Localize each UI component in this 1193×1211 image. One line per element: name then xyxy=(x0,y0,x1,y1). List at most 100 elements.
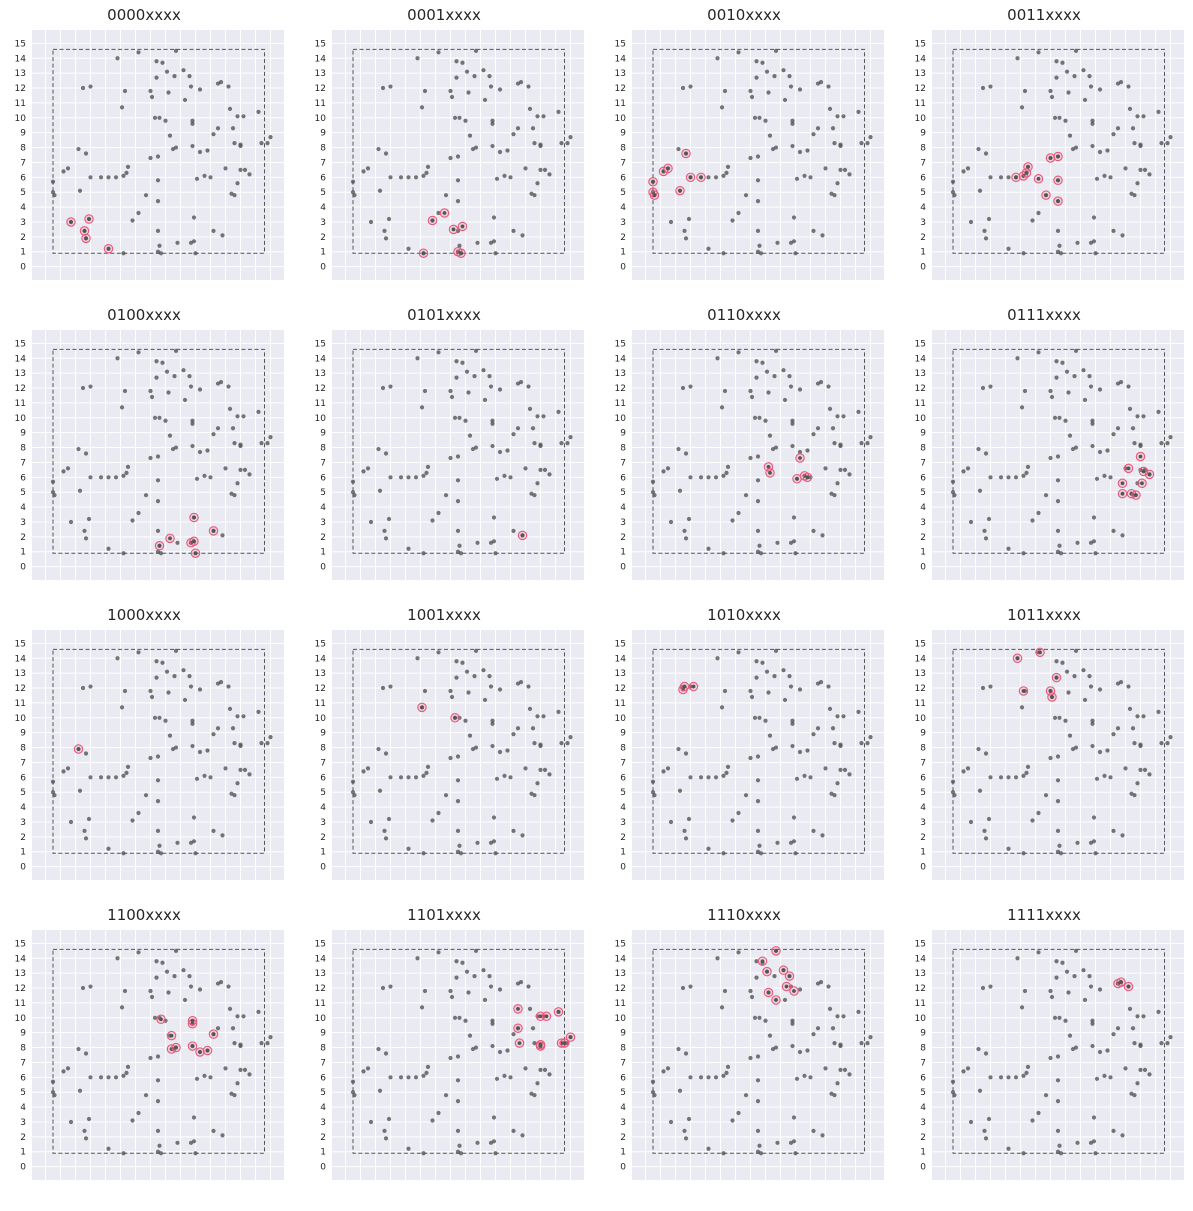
data-point xyxy=(122,88,128,94)
data-point xyxy=(1108,775,1113,780)
data-point xyxy=(983,151,989,156)
data-point xyxy=(52,193,57,198)
data-point xyxy=(1013,775,1019,780)
data-point xyxy=(382,828,387,833)
y-tick-label: 6 xyxy=(620,473,626,483)
data-point xyxy=(1132,193,1137,198)
data-point xyxy=(472,374,477,379)
data-point xyxy=(1102,773,1107,778)
data-point xyxy=(77,788,83,793)
y-tick-label: 6 xyxy=(620,773,626,783)
data-point xyxy=(1019,705,1025,710)
data-point xyxy=(218,79,224,85)
data-point xyxy=(76,446,81,452)
data-point xyxy=(113,1075,119,1080)
data-point xyxy=(1123,1066,1128,1071)
data-point xyxy=(388,175,393,180)
data-point xyxy=(155,454,161,459)
y-tick-label: 7 xyxy=(920,758,926,768)
data-point xyxy=(1090,1021,1095,1026)
data-point xyxy=(425,764,431,770)
data-point xyxy=(481,668,486,673)
data-point xyxy=(163,118,168,123)
data-point xyxy=(419,405,425,410)
data-point xyxy=(383,1136,389,1141)
data-point xyxy=(677,488,683,493)
data-point xyxy=(493,251,498,256)
data-point xyxy=(383,236,389,241)
highlighted-point xyxy=(774,998,778,1002)
data-point xyxy=(1105,748,1110,753)
data-point xyxy=(425,1064,431,1070)
data-point xyxy=(1126,84,1131,89)
data-point xyxy=(181,368,186,373)
data-point xyxy=(232,440,237,446)
data-point xyxy=(241,114,246,119)
data-point xyxy=(688,384,693,389)
y-tick-label: 7 xyxy=(920,158,926,168)
data-point xyxy=(454,59,459,64)
data-point xyxy=(449,694,455,700)
data-point xyxy=(197,149,203,155)
data-point xyxy=(502,1073,507,1078)
data-point xyxy=(808,175,813,180)
data-point xyxy=(1022,388,1028,394)
data-point xyxy=(380,985,386,991)
y-tick-label: 10 xyxy=(915,1014,927,1024)
data-point xyxy=(155,1054,161,1059)
data-point xyxy=(98,775,104,780)
data-point xyxy=(368,519,374,525)
data-point xyxy=(197,87,203,92)
data-point xyxy=(1088,240,1094,245)
data-point xyxy=(86,1116,92,1122)
data-point xyxy=(238,1067,243,1072)
data-point xyxy=(754,659,759,664)
data-point xyxy=(490,1043,495,1049)
data-point xyxy=(1130,726,1136,731)
data-point xyxy=(473,145,479,150)
y-tick-label: 10 xyxy=(15,114,27,124)
data-point xyxy=(527,1006,533,1011)
highlighted-point xyxy=(517,1041,522,1045)
y-tick-label: 15 xyxy=(15,939,26,949)
y-tick-label: 3 xyxy=(320,218,326,228)
y-tick-label: 2 xyxy=(320,1133,326,1143)
data-point xyxy=(424,170,429,175)
data-point xyxy=(1036,50,1041,55)
data-point xyxy=(968,519,974,525)
data-point xyxy=(724,170,729,175)
data-point xyxy=(983,236,989,241)
data-point xyxy=(1127,1006,1133,1011)
data-point xyxy=(757,415,762,420)
y-tick-label: 14 xyxy=(915,654,927,664)
y-tick-label: 10 xyxy=(315,414,327,424)
data-point xyxy=(238,442,243,447)
data-point xyxy=(454,359,459,364)
data-point xyxy=(752,715,758,720)
y-tick-label: 1 xyxy=(320,1148,326,1158)
data-point xyxy=(455,454,461,459)
data-point xyxy=(460,360,465,365)
data-point xyxy=(748,388,753,394)
data-point xyxy=(1156,109,1161,114)
data-point xyxy=(508,175,513,180)
data-point xyxy=(472,74,477,79)
data-point xyxy=(223,466,228,471)
y-tick-label: 10 xyxy=(915,114,927,124)
data-point xyxy=(173,348,179,353)
data-point xyxy=(961,169,966,174)
data-point xyxy=(188,840,194,845)
highlighted-point xyxy=(516,1026,520,1031)
data-point xyxy=(482,397,488,403)
data-point xyxy=(983,1051,989,1056)
data-point xyxy=(88,684,93,689)
data-point xyxy=(713,775,719,780)
highlighted-point xyxy=(1120,491,1125,496)
y-tick-label: 8 xyxy=(620,744,626,754)
data-point xyxy=(743,793,749,798)
data-point xyxy=(424,470,429,475)
data-point xyxy=(1141,714,1146,719)
data-point xyxy=(793,1151,798,1156)
data-point xyxy=(1057,715,1062,720)
data-point xyxy=(491,515,497,520)
